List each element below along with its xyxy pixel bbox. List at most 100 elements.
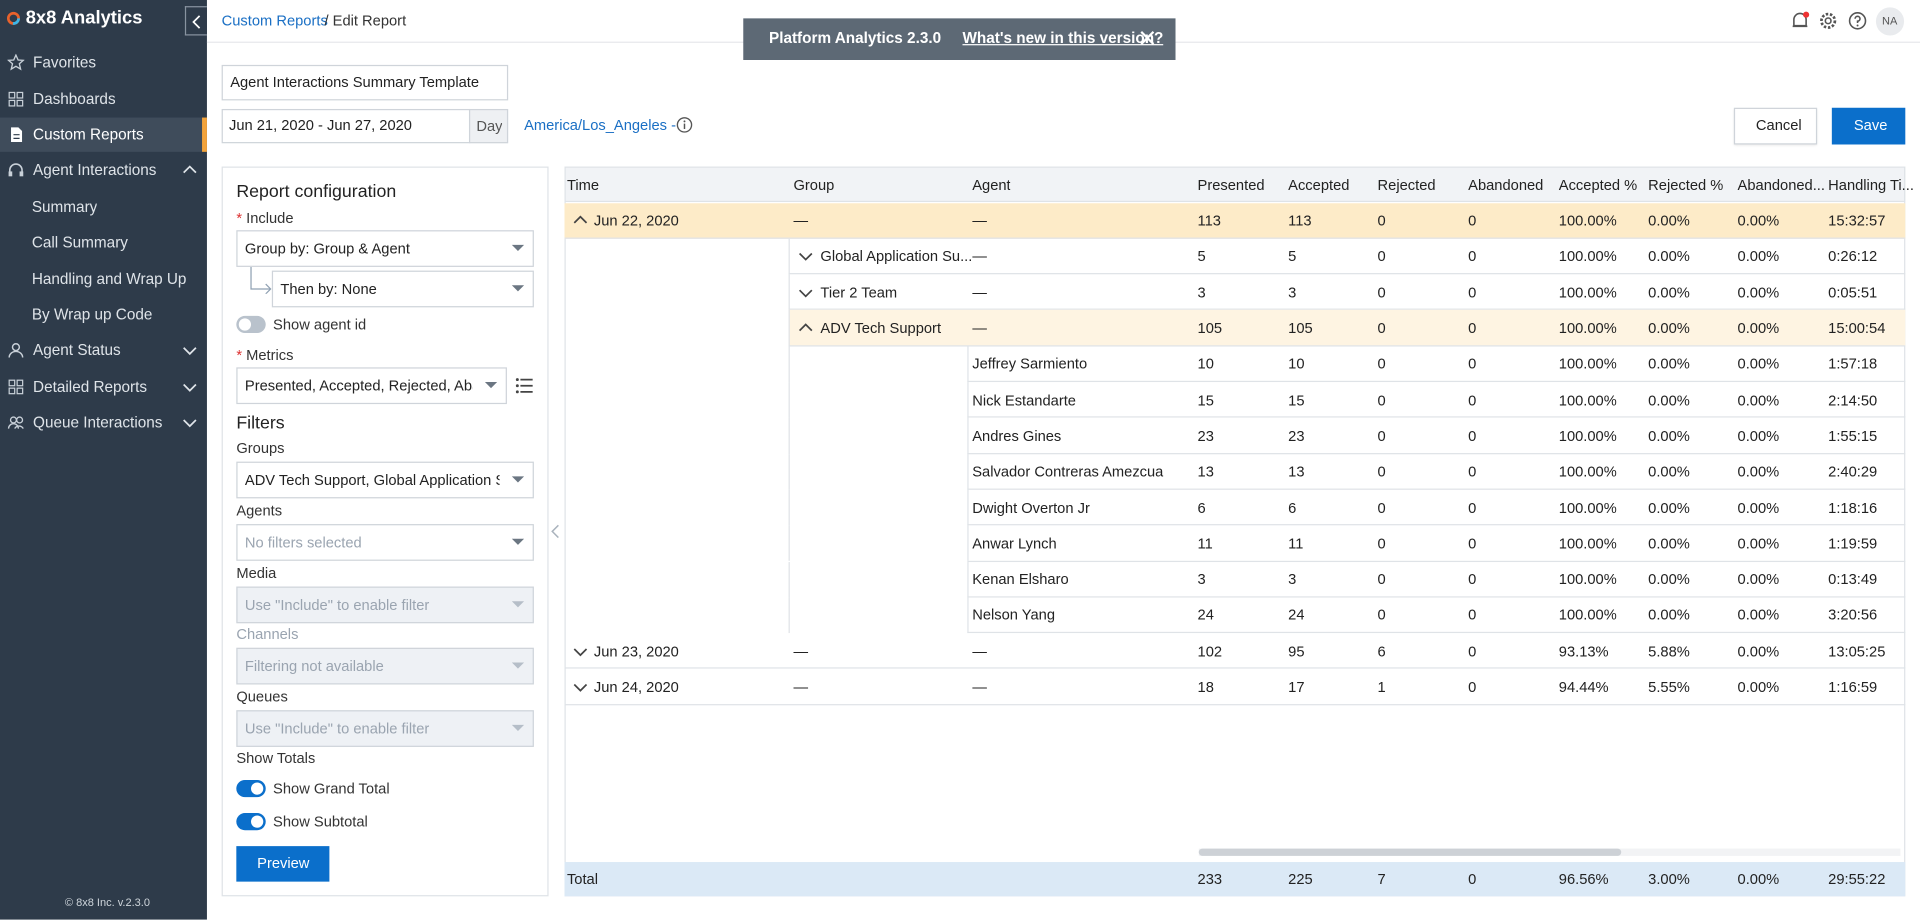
cell: 0.00% bbox=[1737, 499, 1780, 517]
cell: 0.00% bbox=[1648, 319, 1690, 337]
cell: 5 bbox=[1197, 247, 1206, 266]
row-border bbox=[564, 237, 1906, 239]
tree-border bbox=[788, 382, 790, 418]
nav-item[interactable]: Custom Reports bbox=[33, 126, 144, 144]
help[interactable] bbox=[1848, 11, 1868, 31]
save-btn[interactable] bbox=[1831, 107, 1906, 145]
nav-icon bbox=[8, 342, 24, 358]
cell: 3:20:56 bbox=[1828, 606, 1878, 624]
tree-border bbox=[788, 346, 790, 383]
panel-collapse[interactable] bbox=[551, 524, 561, 539]
cell: 100.00% bbox=[1558, 570, 1617, 588]
row-border bbox=[967, 488, 1906, 490]
column-header[interactable]: Group bbox=[793, 176, 835, 194]
row-border bbox=[967, 524, 1906, 526]
row-expander[interactable] bbox=[798, 249, 813, 264]
cell: 5 bbox=[1288, 247, 1297, 266]
tree-border bbox=[788, 238, 790, 275]
filter-select[interactable] bbox=[236, 523, 534, 561]
timezone-info[interactable] bbox=[676, 116, 693, 133]
notifications[interactable] bbox=[1790, 11, 1810, 31]
banner-link[interactable]: What's new in this version? bbox=[962, 29, 1164, 47]
cell: 0 bbox=[1468, 427, 1477, 445]
column-header[interactable]: Handling Ti... bbox=[1828, 176, 1914, 194]
toggle[interactable] bbox=[236, 315, 266, 334]
row-expander[interactable] bbox=[573, 213, 588, 228]
nav-item[interactable]: Favorites bbox=[33, 53, 97, 72]
row-label: — bbox=[793, 212, 809, 230]
nav-item[interactable]: Dashboards bbox=[33, 90, 116, 108]
column-header[interactable]: Rejected bbox=[1377, 176, 1436, 194]
total-cell: 7 bbox=[1377, 870, 1386, 888]
granularity-btn[interactable] bbox=[468, 108, 509, 144]
column-header[interactable]: Agent bbox=[972, 176, 1011, 194]
column-header[interactable]: Rejected % bbox=[1648, 176, 1724, 194]
then-by-select[interactable] bbox=[271, 270, 534, 308]
settings[interactable] bbox=[1818, 11, 1838, 31]
nav-chevron[interactable] bbox=[182, 415, 197, 430]
cell: 18 bbox=[1197, 678, 1214, 696]
nav-subitem[interactable]: Handling and Wrap Up bbox=[31, 270, 187, 288]
nav-item[interactable]: Queue Interactions bbox=[33, 413, 163, 432]
scroll-thumb[interactable] bbox=[1198, 848, 1622, 856]
cancel-btn[interactable] bbox=[1733, 107, 1818, 145]
nav-subitem[interactable]: Call Summary bbox=[31, 233, 128, 252]
column-header[interactable]: Accepted bbox=[1288, 176, 1350, 194]
nav-item[interactable]: Agent Interactions bbox=[33, 161, 157, 179]
dropdown-caret bbox=[511, 600, 525, 607]
toggle[interactable] bbox=[236, 813, 266, 831]
toggle[interactable] bbox=[236, 780, 266, 798]
preview-label: Preview bbox=[257, 854, 310, 872]
cancel-label: Cancel bbox=[1755, 116, 1802, 134]
nav-item[interactable]: Agent Status bbox=[33, 341, 121, 359]
column-header[interactable]: Accepted % bbox=[1558, 176, 1638, 194]
banner-close[interactable] bbox=[1140, 31, 1155, 46]
avatar[interactable] bbox=[1875, 7, 1905, 36]
nav-chevron[interactable] bbox=[182, 343, 197, 358]
column-header[interactable]: Abandoned... bbox=[1737, 176, 1825, 194]
report-name-input[interactable] bbox=[221, 64, 509, 101]
row-expander[interactable] bbox=[573, 680, 588, 695]
cell: 1:55:15 bbox=[1828, 427, 1878, 445]
field-label: Include bbox=[246, 209, 294, 227]
column-header[interactable]: Abandoned bbox=[1468, 176, 1544, 194]
metrics-list-icon[interactable] bbox=[515, 377, 534, 394]
nav-item[interactable]: Detailed Reports bbox=[33, 378, 148, 396]
date-range-input[interactable] bbox=[221, 108, 471, 144]
nav-subitem[interactable]: By Wrap up Code bbox=[31, 306, 153, 324]
preview-btn[interactable] bbox=[236, 846, 330, 882]
cell: 0.00% bbox=[1648, 499, 1690, 517]
nav-chevron[interactable] bbox=[182, 380, 197, 395]
row-expander[interactable] bbox=[573, 644, 588, 659]
cell: 1:16:59 bbox=[1828, 678, 1878, 696]
cell: 0 bbox=[1468, 283, 1477, 301]
total-cell: Total bbox=[566, 870, 598, 888]
cell: 100.00% bbox=[1558, 355, 1617, 373]
cell: 6 bbox=[1288, 499, 1297, 517]
column-header[interactable]: Time bbox=[566, 176, 600, 194]
breadcrumb-link[interactable]: Custom Reports bbox=[221, 12, 328, 30]
row-label: — bbox=[972, 642, 987, 660]
cell: 17 bbox=[1288, 678, 1305, 696]
cell: 0 bbox=[1468, 319, 1477, 337]
column-header[interactable]: Presented bbox=[1197, 176, 1265, 194]
metrics-select[interactable] bbox=[236, 367, 507, 405]
cell: 3 bbox=[1197, 283, 1206, 301]
nav-chevron[interactable] bbox=[182, 163, 197, 178]
row-label: Salvador Contreras Amezcua bbox=[972, 463, 1164, 481]
filter-label: Channels bbox=[236, 626, 299, 644]
timezone[interactable]: America/Los_Angeles - bbox=[524, 116, 676, 134]
row-expander[interactable] bbox=[798, 321, 813, 336]
tree-border bbox=[788, 525, 790, 562]
cell: 0.00% bbox=[1737, 391, 1780, 409]
cell: 0 bbox=[1468, 247, 1477, 266]
sidebar-collapse[interactable] bbox=[184, 6, 207, 36]
filter-label: Groups bbox=[236, 439, 285, 457]
cell: 3 bbox=[1288, 283, 1297, 301]
group-by-select[interactable] bbox=[236, 230, 534, 267]
nav-subitem[interactable]: Summary bbox=[31, 198, 98, 216]
filter-select[interactable] bbox=[236, 461, 534, 499]
row-expander[interactable] bbox=[798, 285, 813, 300]
tree-border bbox=[788, 453, 790, 490]
row-border bbox=[967, 596, 1906, 598]
